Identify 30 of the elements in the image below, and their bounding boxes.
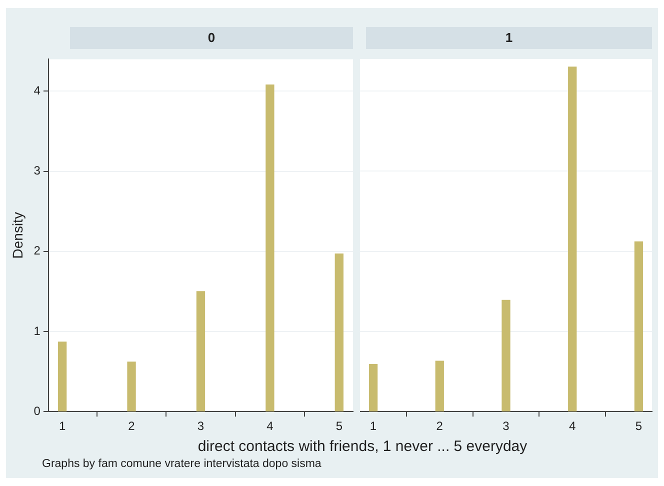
bar (368, 364, 378, 412)
x-tick-label: 4 (266, 419, 274, 434)
y-tick-label: 0 (34, 404, 41, 418)
bar (127, 362, 136, 412)
bar (58, 342, 67, 412)
y-tick-label: 3 (34, 164, 41, 178)
text: Graphs by fam comune vratere intervistata dopo sisma (42, 458, 322, 470)
bar (634, 241, 644, 412)
bar (568, 66, 577, 412)
x-axis-title: direct contacts with friends, 1 never ... 5 everyday (196, 438, 528, 455)
x-tick-label: 3 (197, 419, 204, 434)
x-tick-label: 3 (502, 419, 510, 434)
x-tick-label: 5 (635, 419, 642, 434)
x-tick-label: 4 (569, 419, 576, 434)
bar (196, 291, 206, 412)
x-tick-label: 2 (128, 419, 136, 434)
bar (266, 84, 274, 412)
x-tick-label: 1 (58, 419, 66, 434)
y-axis-title: Density (9, 212, 26, 259)
x-tick-label: 2 (436, 419, 444, 434)
chart-title: 1 (366, 27, 652, 49)
x-tick-label: 5 (336, 419, 343, 434)
y-tick-label: 2 (34, 244, 41, 258)
bar (334, 253, 344, 412)
bar (502, 300, 510, 412)
x-tick-label: 1 (370, 419, 377, 434)
bar (435, 360, 444, 412)
chart-title: 0 (70, 27, 353, 49)
y-tick-label: 1 (34, 324, 41, 338)
y-tick-label: 4 (34, 84, 41, 98)
